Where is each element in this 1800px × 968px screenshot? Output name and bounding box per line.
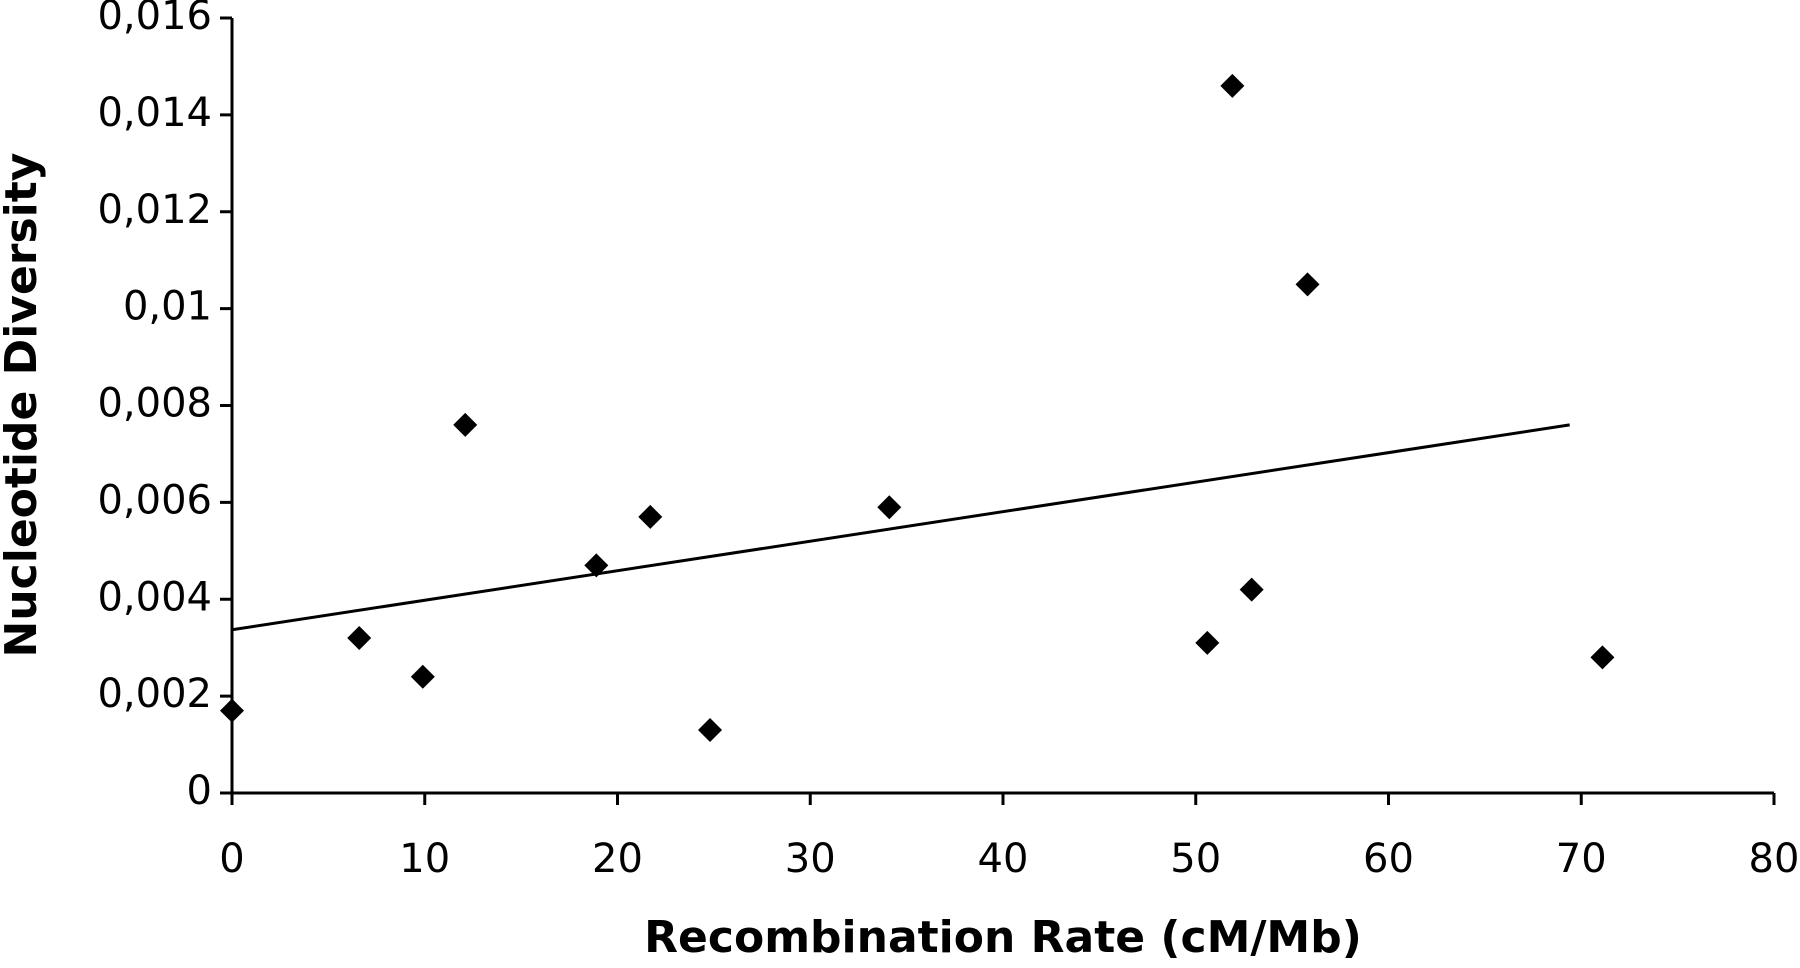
data-point: [1195, 630, 1220, 655]
y-tick-label: 0: [187, 768, 212, 814]
y-tick-label: 0,016: [97, 0, 212, 39]
y-tick-label: 0,002: [97, 671, 212, 717]
data-point: [453, 412, 478, 437]
x-tick-label: 20: [592, 836, 643, 882]
y-tick-label: 0,01: [123, 284, 212, 330]
x-tick-label: 30: [785, 836, 836, 882]
data-point: [1590, 645, 1615, 670]
data-point: [584, 553, 609, 578]
x-tick-label: 10: [399, 836, 450, 882]
data-point: [698, 718, 723, 743]
data-point: [1295, 272, 1320, 297]
trend-line: [231, 423, 1570, 632]
x-tick-label: 0: [219, 836, 244, 882]
y-axis-title: Nucleotide Diversity: [0, 153, 47, 658]
data-point: [1239, 577, 1264, 602]
x-tick-label: 70: [1556, 836, 1607, 882]
x-tick-label: 50: [1170, 836, 1221, 882]
data-point: [638, 504, 663, 529]
y-tick-label: 0,012: [97, 187, 212, 233]
y-tick-label: 0,004: [97, 574, 212, 620]
x-tick-label: 40: [978, 836, 1029, 882]
y-tick-label: 0,008: [97, 381, 212, 427]
data-point: [220, 698, 244, 723]
y-tick-label: 0,014: [97, 90, 212, 136]
x-axis-title: Recombination Rate (cM/Mb): [644, 912, 1362, 963]
data-point: [1220, 73, 1245, 98]
y-tick-label: 0,006: [97, 477, 212, 523]
data-point: [410, 664, 435, 689]
x-tick-label: 80: [1749, 836, 1800, 882]
x-tick-label: 60: [1363, 836, 1414, 882]
data-point: [347, 626, 372, 650]
data-point: [877, 495, 902, 520]
